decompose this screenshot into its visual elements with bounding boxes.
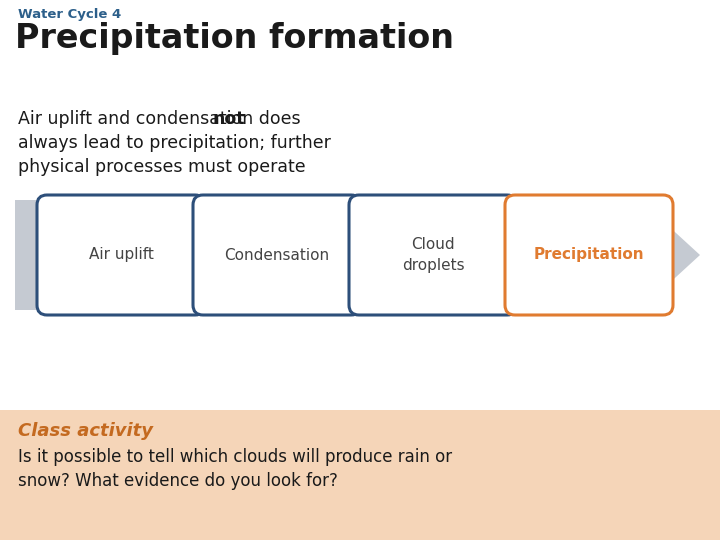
Text: snow? What evidence do you look for?: snow? What evidence do you look for? <box>18 472 338 490</box>
FancyBboxPatch shape <box>37 195 205 315</box>
FancyBboxPatch shape <box>193 195 361 315</box>
Text: Precipitation formation: Precipitation formation <box>15 22 454 55</box>
Text: Precipitation: Precipitation <box>534 247 644 262</box>
Text: Air uplift: Air uplift <box>89 247 153 262</box>
Text: always lead to precipitation; further: always lead to precipitation; further <box>18 134 331 152</box>
Text: Class activity: Class activity <box>18 422 153 440</box>
Text: not: not <box>213 110 246 128</box>
Text: Water Cycle 4: Water Cycle 4 <box>18 8 121 21</box>
Text: Condensation: Condensation <box>225 247 330 262</box>
FancyBboxPatch shape <box>505 195 673 315</box>
FancyBboxPatch shape <box>349 195 517 315</box>
FancyBboxPatch shape <box>0 410 720 540</box>
Text: Air uplift and condensation does: Air uplift and condensation does <box>18 110 306 128</box>
Text: Cloud
droplets: Cloud droplets <box>402 237 464 273</box>
Text: Is it possible to tell which clouds will produce rain or: Is it possible to tell which clouds will… <box>18 448 452 466</box>
Text: physical processes must operate: physical processes must operate <box>18 158 305 176</box>
Polygon shape <box>15 200 700 310</box>
